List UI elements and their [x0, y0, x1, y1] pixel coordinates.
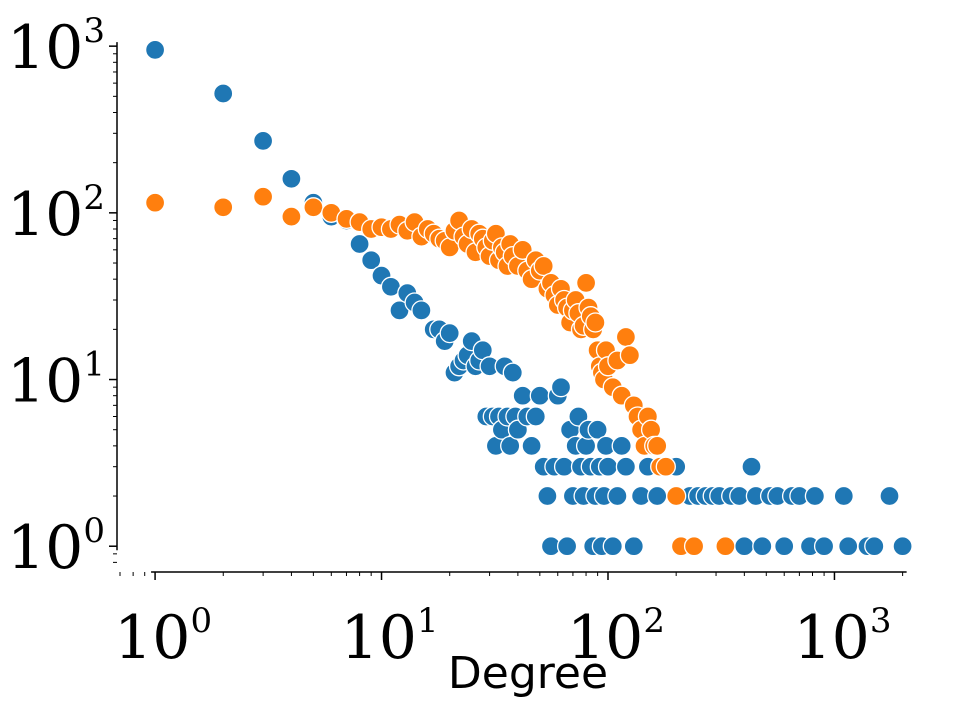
data-point — [647, 485, 668, 507]
data-point — [813, 536, 835, 557]
data-point — [521, 435, 542, 457]
data-point — [553, 456, 575, 477]
data-point — [349, 233, 370, 255]
data-point — [502, 362, 523, 383]
data-point — [575, 272, 597, 294]
series-2 — [144, 186, 736, 557]
data-point — [587, 419, 608, 440]
data-point — [361, 250, 382, 271]
data-point — [683, 536, 705, 557]
data-point — [556, 536, 578, 557]
y-tick-label: 103 — [7, 11, 105, 83]
data-point — [734, 536, 755, 557]
data-point — [666, 485, 687, 507]
data-point — [619, 345, 641, 366]
data-point — [833, 485, 854, 507]
data-point — [144, 192, 166, 213]
data-point — [213, 83, 234, 104]
x-axis-label: Degree — [448, 648, 608, 699]
data-point — [500, 435, 521, 457]
data-point — [525, 406, 546, 427]
data-point — [715, 536, 736, 557]
data-point — [585, 312, 606, 333]
y-tick-label: 101 — [7, 345, 105, 417]
y-axis: 100 101 102 103 — [7, 11, 118, 583]
data-point — [281, 168, 302, 189]
data-point — [774, 536, 795, 557]
data-point — [838, 536, 859, 557]
x-tick-label: 100 — [114, 601, 212, 673]
data-point — [655, 456, 676, 477]
data-point — [550, 377, 572, 398]
x-axis: 100 101 102 103 — [114, 571, 907, 673]
data-point — [537, 485, 558, 507]
y-tick-label: 102 — [7, 178, 105, 250]
data-point — [607, 485, 628, 507]
data-point — [864, 536, 885, 557]
y-ticks: 100 101 102 103 — [7, 11, 117, 583]
x-tick-label: 103 — [793, 601, 891, 673]
x-tick-label: 101 — [341, 601, 439, 673]
data-point — [741, 456, 762, 477]
y-tick-label: 100 — [7, 511, 105, 583]
data-point — [252, 186, 274, 207]
data-point — [144, 39, 166, 61]
data-point — [752, 536, 773, 557]
data-point — [303, 197, 324, 218]
data-point — [533, 255, 554, 277]
data-point — [623, 536, 644, 557]
data-points — [144, 39, 913, 557]
data-point — [602, 536, 623, 557]
data-point — [597, 456, 619, 477]
data-point — [529, 385, 550, 406]
data-point — [647, 435, 668, 457]
data-point — [615, 326, 637, 348]
data-point — [281, 206, 302, 227]
x-tick-label: 102 — [567, 601, 665, 673]
series-1 — [144, 39, 913, 557]
data-point — [804, 485, 826, 507]
data-point — [892, 536, 913, 557]
data-point — [611, 435, 632, 457]
data-point — [879, 485, 900, 507]
data-point — [252, 130, 274, 152]
data-point — [512, 385, 533, 406]
data-point — [411, 300, 432, 321]
data-point — [439, 322, 460, 344]
data-point — [615, 456, 637, 477]
data-point — [213, 197, 234, 218]
x-ticks: 100 101 102 103 — [114, 572, 904, 673]
